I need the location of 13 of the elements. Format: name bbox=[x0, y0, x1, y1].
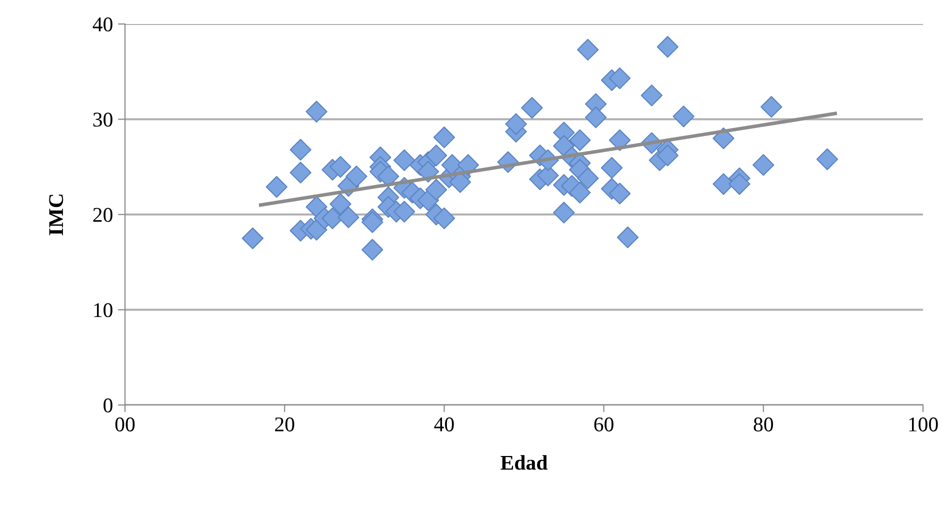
x-axis-title: Edad bbox=[500, 455, 548, 470]
x-tick-label: 40 bbox=[434, 417, 454, 432]
y-tick-label: 0 bbox=[104, 398, 112, 412]
y-tick-label: 30 bbox=[93, 112, 112, 127]
x-tick-label: 00 bbox=[115, 417, 135, 432]
x-tick-label: 100 bbox=[909, 417, 938, 432]
x-tick-label: 20 bbox=[275, 417, 294, 432]
y-tick-label: 10 bbox=[94, 303, 112, 318]
y-tick-label: 20 bbox=[93, 208, 112, 222]
x-tick-label: 80 bbox=[754, 417, 774, 432]
x-tick-label: 60 bbox=[594, 417, 614, 432]
y-tick-label: 40 bbox=[92, 17, 112, 32]
y-axis-title: IMC bbox=[49, 194, 64, 236]
